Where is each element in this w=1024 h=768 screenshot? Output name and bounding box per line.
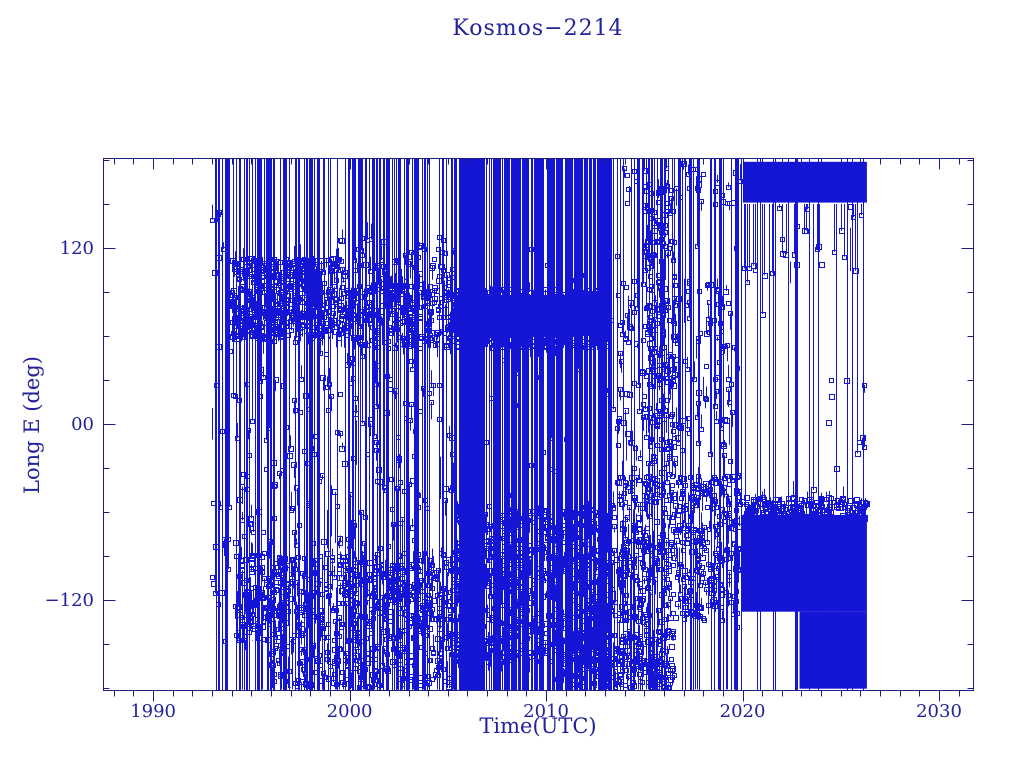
axes-frame [103, 158, 974, 702]
tick-labels: 1990 2000 2010 2020 2030 120 00 −120 [45, 238, 962, 722]
y-tick-label: −120 [45, 590, 94, 611]
y-tick-label: 120 [60, 238, 94, 259]
x-tick-label: 2010 [523, 701, 569, 722]
x-tick-label: 2020 [720, 701, 766, 722]
chart-title: Kosmos−2214 [452, 16, 624, 41]
x-tick-label: 1990 [130, 701, 176, 722]
data-layer [210, 158, 870, 690]
y-tick-label: 00 [71, 414, 94, 435]
x-tick-label: 2030 [916, 701, 962, 722]
x-axis-title: Time(UTC) [479, 714, 597, 738]
x-tick-label: 2000 [327, 701, 373, 722]
